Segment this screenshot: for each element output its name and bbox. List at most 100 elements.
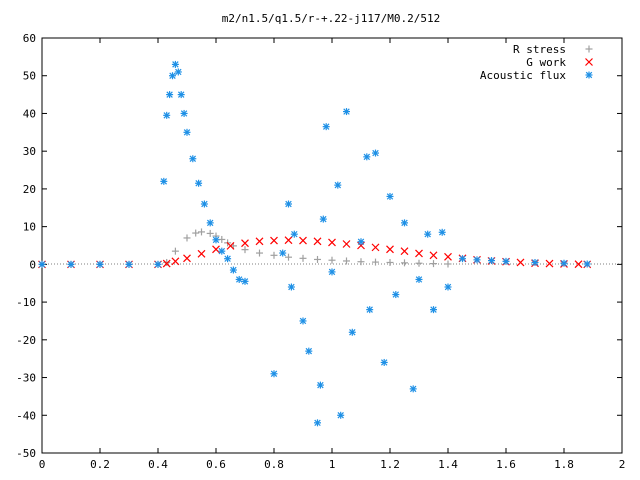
- data-point: [343, 257, 350, 265]
- data-point: [348, 328, 356, 336]
- data-point: [328, 256, 336, 264]
- data-point: [574, 260, 583, 269]
- data-point: [166, 91, 174, 99]
- data-point: [174, 68, 182, 76]
- legend-label: Acoustic flux: [480, 69, 566, 82]
- data-point: [299, 236, 307, 245]
- data-point: [96, 260, 104, 268]
- y-tick-label: -50: [16, 447, 36, 460]
- data-point: [256, 249, 263, 257]
- data-point: [400, 247, 409, 256]
- data-point: [415, 275, 423, 283]
- data-point: [328, 238, 336, 247]
- legend-marker: [585, 58, 593, 66]
- data-point: [229, 266, 237, 274]
- y-tick-label: 30: [23, 145, 36, 158]
- data-point: [319, 215, 327, 223]
- data-point: [154, 260, 162, 268]
- data-point: [285, 253, 292, 261]
- x-tick-label: 2: [619, 458, 626, 471]
- data-point: [67, 260, 75, 268]
- y-tick-label: 20: [23, 183, 36, 196]
- data-point: [305, 347, 313, 355]
- data-point: [363, 153, 371, 161]
- data-point: [430, 306, 437, 314]
- data-point: [287, 283, 295, 291]
- data-point: [314, 419, 321, 427]
- data-point: [171, 247, 179, 255]
- data-point: [401, 259, 408, 267]
- data-point: [226, 241, 235, 250]
- chart-title: m2/n1.5/q1.5/r-+.22-j117/M0.2/512: [222, 12, 441, 25]
- data-point: [415, 259, 423, 267]
- data-point: [177, 91, 185, 99]
- x-tick-label: 1.4: [438, 458, 458, 471]
- data-point: [372, 149, 379, 157]
- data-point: [459, 255, 466, 263]
- data-point: [290, 230, 298, 238]
- data-point: [206, 229, 214, 237]
- y-tick-label: 50: [23, 70, 36, 83]
- data-point: [279, 249, 287, 257]
- data-point: [488, 257, 495, 265]
- y-tick-label: 10: [23, 221, 36, 234]
- data-point: [197, 249, 206, 258]
- data-point: [224, 255, 232, 263]
- data-point: [198, 228, 205, 236]
- data-point: [183, 254, 191, 263]
- y-tick-label: 40: [23, 107, 36, 120]
- data-point: [241, 239, 249, 248]
- data-point: [357, 238, 365, 246]
- data-point: [545, 259, 554, 268]
- data-point: [334, 181, 342, 189]
- data-point: [218, 247, 226, 255]
- data-point: [241, 277, 249, 285]
- data-point: [299, 254, 307, 262]
- data-point: [171, 60, 179, 68]
- data-point: [560, 259, 568, 267]
- data-point: [583, 260, 591, 268]
- data-point: [212, 236, 220, 244]
- data-point: [163, 258, 171, 266]
- data-point: [401, 219, 408, 227]
- y-tick-label: -30: [16, 372, 36, 385]
- data-point: [386, 192, 394, 200]
- x-tick-label: 0.6: [206, 458, 226, 471]
- data-point: [183, 234, 191, 242]
- data-point: [195, 179, 203, 187]
- data-point: [200, 200, 208, 208]
- data-point: [125, 260, 133, 268]
- data-point: [299, 317, 307, 325]
- data-point: [366, 306, 374, 314]
- data-point: [206, 219, 214, 227]
- data-point: [502, 257, 510, 265]
- x-tick-label: 1: [329, 458, 336, 471]
- data-point: [386, 245, 394, 254]
- x-tick-label: 0.2: [90, 458, 110, 471]
- data-point: [516, 258, 525, 267]
- y-tick-label: 60: [23, 32, 36, 45]
- data-point: [255, 237, 264, 246]
- x-tick-label: 0.8: [264, 458, 284, 471]
- x-tick-label: 1.8: [554, 458, 574, 471]
- data-point: [444, 260, 452, 268]
- x-tick-label: 0: [39, 458, 46, 471]
- axis-ticks: 0 0.2 0.4 0.6 0.8 1 1.2 1.4 1.6 1.8 2 -50 -40 -30 -20 -…: [16, 32, 625, 471]
- data-point: [38, 260, 46, 268]
- data-point: [328, 268, 336, 276]
- data-point: [444, 283, 452, 291]
- data-point: [235, 275, 243, 283]
- data-point: [189, 155, 197, 163]
- data-point: [531, 258, 539, 266]
- data-point: [357, 258, 365, 266]
- data-point: [163, 111, 171, 119]
- data-point: [171, 257, 180, 266]
- legend-marker: [585, 71, 593, 79]
- data-point: [162, 259, 171, 268]
- data-point: [322, 123, 330, 131]
- data-point: [424, 230, 432, 238]
- data-point: [180, 109, 188, 117]
- data-point: [285, 200, 292, 208]
